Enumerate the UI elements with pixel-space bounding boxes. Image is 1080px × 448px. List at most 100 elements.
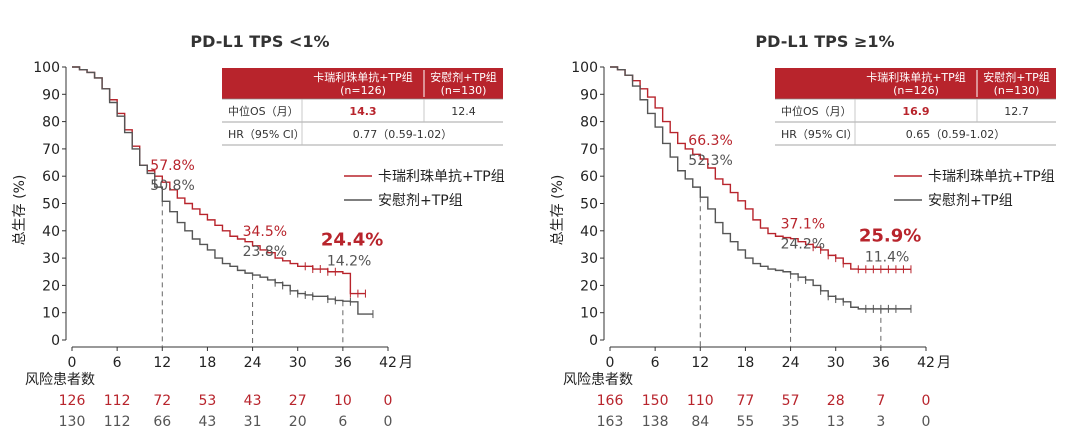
table-median-placebo: 12.7	[1004, 105, 1029, 118]
table-hr-label: HR（95% CI）	[228, 128, 305, 141]
risk-count-camrelizumab: 77	[737, 393, 755, 409]
landmark-value-placebo: 23.8%	[243, 244, 287, 260]
y-tick-label: 20	[580, 278, 598, 294]
x-tick-label: 0	[68, 355, 77, 371]
table-hr-value: 0.65（0.59-1.02）	[906, 128, 1005, 141]
table-median-label: 中位OS（月）	[228, 104, 299, 118]
y-tick-label: 0	[51, 333, 60, 349]
x-tick-label: 42	[917, 355, 935, 371]
y-tick-label: 90	[42, 87, 60, 103]
table-header-camrelizumab-n: (n=126)	[893, 84, 939, 97]
landmark-value-camrelizumab: 34.5%	[243, 224, 287, 240]
x-tick-label: 12	[691, 355, 709, 371]
table-header-placebo-n: (n=130)	[994, 84, 1040, 97]
risk-count-placebo: 0	[922, 414, 931, 430]
x-tick-label: 24	[244, 355, 262, 371]
risk-count-camrelizumab: 7	[876, 393, 885, 409]
y-tick-label: 80	[580, 115, 598, 131]
y-tick-label: 30	[580, 251, 598, 267]
table-header-placebo: 安慰剂+TP组	[983, 70, 1050, 84]
risk-count-camrelizumab: 126	[59, 393, 86, 409]
y-tick-label: 10	[42, 306, 60, 322]
y-tick-label: 70	[42, 142, 60, 158]
risk-count-placebo: 43	[199, 414, 217, 430]
y-tick-label: 60	[580, 169, 598, 185]
risk-count-placebo: 55	[737, 414, 755, 430]
chart-title: PD-L1 TPS <1%	[190, 32, 329, 51]
risk-count-placebo: 112	[104, 414, 131, 430]
x-tick-label: 36	[334, 355, 352, 371]
landmark-value-camrelizumab: 37.1%	[781, 217, 825, 233]
table-median-camrelizumab: 14.3	[349, 105, 376, 118]
landmark-value-camrelizumab: 24.4%	[321, 229, 383, 250]
y-axis-label: 总生存 (%)	[550, 175, 566, 246]
table-median-camrelizumab: 16.9	[902, 105, 929, 118]
y-tick-label: 100	[571, 60, 598, 76]
risk-count-placebo: 84	[691, 414, 709, 430]
risk-count-placebo: 3	[876, 414, 885, 430]
x-tick-label: 30	[289, 355, 307, 371]
risk-count-placebo: 20	[289, 414, 307, 430]
km-curve-camrelizumab	[72, 66, 366, 295]
risk-count-placebo: 163	[597, 414, 624, 430]
risk-count-placebo: 6	[338, 414, 347, 430]
landmark-value-placebo: 11.4%	[865, 249, 909, 265]
risk-count-camrelizumab: 57	[782, 393, 800, 409]
landmark-value-camrelizumab: 25.9%	[859, 225, 921, 246]
y-tick-label: 90	[580, 87, 598, 103]
km-curve-placebo	[610, 66, 911, 310]
legend-label-camrelizumab: 卡瑞利珠单抗+TP组	[928, 169, 1055, 185]
x-tick-label: 6	[651, 355, 660, 371]
risk-count-placebo: 66	[153, 414, 171, 430]
risk-count-camrelizumab: 53	[199, 393, 217, 409]
risk-count-placebo: 13	[827, 414, 845, 430]
y-tick-label: 20	[42, 278, 60, 294]
x-tick-label: 30	[827, 355, 845, 371]
y-tick-label: 70	[580, 142, 598, 158]
x-tick-label: 12	[153, 355, 171, 371]
y-tick-label: 30	[42, 251, 60, 267]
y-tick-label: 50	[580, 197, 598, 213]
x-tick-label: 18	[737, 355, 755, 371]
risk-count-placebo: 31	[244, 414, 262, 430]
risk-count-camrelizumab: 0	[922, 393, 931, 409]
table-median-label: 中位OS（月）	[781, 104, 852, 118]
y-tick-label: 40	[42, 224, 60, 240]
landmark-value-placebo: 50.8%	[150, 178, 194, 194]
risk-count-placebo: 0	[384, 414, 393, 430]
chart-title: PD-L1 TPS ≥1%	[755, 32, 894, 51]
table-header-bg	[222, 68, 503, 99]
risk-count-camrelizumab: 10	[334, 393, 352, 409]
table-header-placebo-n: (n=130)	[441, 84, 487, 97]
table-header-bg	[775, 68, 1056, 99]
landmark-value-camrelizumab: 66.3%	[688, 133, 732, 149]
risk-count-placebo: 35	[782, 414, 800, 430]
landmark-value-placebo: 14.2%	[327, 253, 371, 269]
risk-count-camrelizumab: 28	[827, 393, 845, 409]
y-tick-label: 40	[580, 224, 598, 240]
risk-count-camrelizumab: 166	[597, 393, 624, 409]
table-header-camrelizumab: 卡瑞利珠单抗+TP组	[313, 70, 413, 84]
x-tick-label: 0	[606, 355, 615, 371]
table-header-camrelizumab: 卡瑞利珠单抗+TP组	[866, 70, 966, 84]
x-tick-label: 18	[199, 355, 217, 371]
x-tick-label: 36	[872, 355, 890, 371]
landmark-value-placebo: 24.2%	[781, 237, 825, 253]
risk-count-placebo: 130	[59, 414, 86, 430]
x-tick-label: 24	[782, 355, 800, 371]
risk-table-label: 风险患者数	[563, 372, 633, 388]
legend-label-placebo: 安慰剂+TP组	[928, 192, 1013, 209]
risk-count-camrelizumab: 110	[687, 393, 714, 409]
risk-count-camrelizumab: 27	[289, 393, 307, 409]
y-tick-label: 60	[42, 169, 60, 185]
risk-count-camrelizumab: 112	[104, 393, 131, 409]
risk-count-camrelizumab: 150	[642, 393, 669, 409]
y-axis-label: 总生存 (%)	[12, 175, 28, 246]
legend-label-placebo: 安慰剂+TP组	[378, 192, 463, 209]
x-tick-label: 6	[113, 355, 122, 371]
x-axis-unit: 月	[937, 355, 951, 371]
y-tick-label: 100	[33, 60, 60, 76]
